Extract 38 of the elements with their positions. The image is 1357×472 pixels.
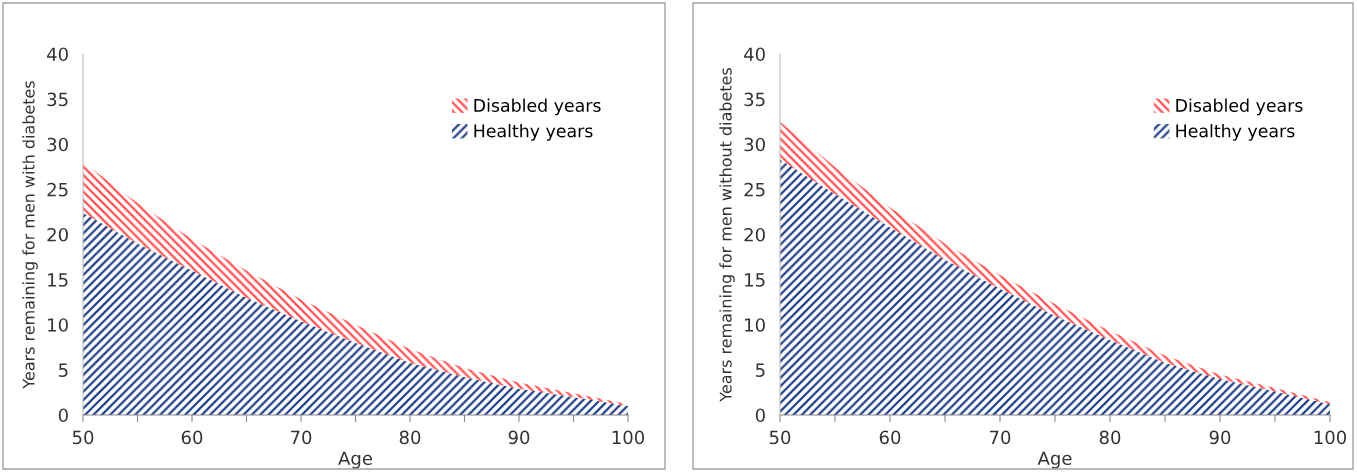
y-tick-label: 10 bbox=[745, 318, 765, 332]
y-tick-label: 5 bbox=[756, 363, 765, 377]
y-tick-label: 30 bbox=[744, 137, 765, 152]
y-tick-label: 0 bbox=[755, 408, 765, 423]
legend-label: Healthy years bbox=[1176, 123, 1295, 141]
x-tick-label: 60 bbox=[879, 430, 901, 445]
y-tick-label: 40 bbox=[47, 47, 68, 62]
y-tick-label: 20 bbox=[47, 227, 68, 242]
legend-label: Disabled years bbox=[1176, 98, 1303, 116]
x-tick-label: 100 bbox=[612, 430, 645, 445]
x-tick-label: 80 bbox=[399, 430, 421, 445]
x-tick-label: 70 bbox=[290, 430, 312, 445]
y-tick-label: 35 bbox=[744, 92, 765, 107]
y-tick-label: 40 bbox=[744, 47, 765, 62]
y-axis-title: Years remaining for men without diabetes bbox=[719, 68, 735, 402]
legend-label: Healthy years bbox=[474, 123, 593, 141]
y-tick-label: 30 bbox=[47, 137, 68, 152]
x-axis-title: Age bbox=[338, 451, 372, 469]
y-tick-label: 10 bbox=[48, 318, 68, 332]
y-tick-label: 25 bbox=[744, 182, 765, 197]
y-tick-label: 20 bbox=[744, 227, 765, 242]
y-tick-label: 15 bbox=[745, 273, 765, 287]
legend-label: Disabled years bbox=[474, 98, 601, 116]
x-tick-label: 100 bbox=[1314, 430, 1347, 445]
x-tick-label: 50 bbox=[769, 430, 791, 445]
x-tick-label: 60 bbox=[181, 430, 203, 445]
y-axis-title: Years remaining for men with diabetes bbox=[22, 81, 38, 389]
y-tick-label: 0 bbox=[58, 408, 68, 423]
y-tick-label: 35 bbox=[47, 92, 68, 107]
y-tick-label: 25 bbox=[47, 182, 68, 197]
y-tick-label: 5 bbox=[59, 363, 68, 377]
x-tick-label: 90 bbox=[508, 430, 530, 445]
x-tick-label: 70 bbox=[989, 430, 1011, 445]
y-tick-label: 15 bbox=[48, 273, 68, 287]
x-tick-label: 50 bbox=[72, 430, 94, 445]
x-tick-label: 80 bbox=[1099, 430, 1121, 445]
x-tick-label: 90 bbox=[1209, 430, 1231, 445]
x-axis-title: Age bbox=[1037, 451, 1072, 469]
